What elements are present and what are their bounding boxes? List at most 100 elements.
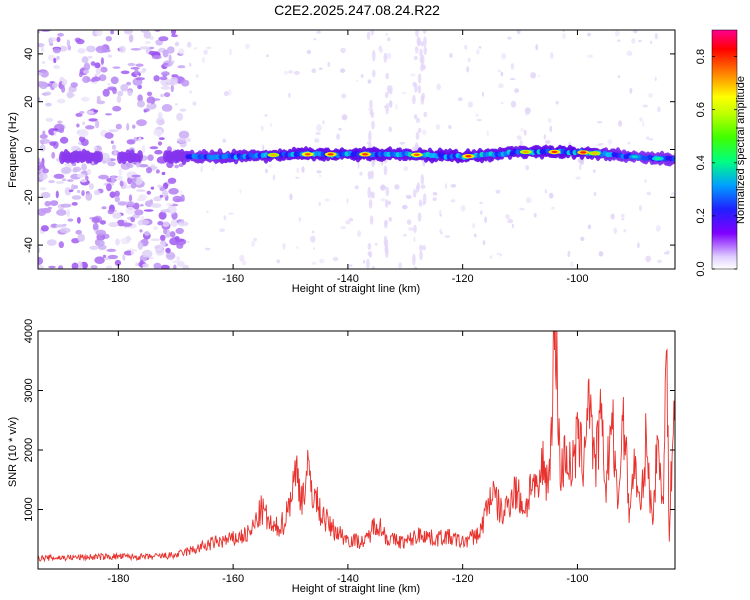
noise-speckle [163,92,171,98]
noise-speckle [448,125,452,129]
noise-speckle [370,170,374,180]
noise-speckle [550,206,555,210]
noise-speckle [340,68,346,73]
noise-speckle [147,154,154,161]
noise-speckle [146,190,151,195]
noise-speckle [499,253,502,257]
noise-speckle [86,168,92,175]
noise-speckle [412,253,416,266]
colorbar-tick-label: 0.6 [695,102,707,117]
noise-speckle [151,55,162,60]
noise-speckle [66,39,71,48]
noise-speckle [525,197,532,204]
noise-speckle [322,120,325,125]
noise-speckle [155,169,160,174]
noise-speckle [113,151,118,156]
noise-speckle [497,69,502,73]
noise-speckle [101,206,107,210]
noise-speckle [264,114,268,117]
noise-speckle [500,53,507,60]
noise-speckle [301,166,305,173]
ridge-core-peak [551,150,558,154]
noise-speckle [587,54,594,58]
noise-speckle [38,161,44,166]
noise-speckle [417,73,422,84]
noise-speckle [71,202,78,206]
noise-speckle [384,220,388,226]
noise-speckle [419,244,423,252]
noise-speckle [627,141,631,145]
noise-speckle [251,240,256,248]
noise-speckle [68,189,74,193]
snr-x-tick-label: -180 [107,573,129,585]
noise-speckle [548,192,554,199]
noise-speckle [55,190,59,199]
noise-speckle [324,198,330,202]
noise-speckle [650,40,653,44]
noise-speckle [387,84,391,94]
noise-speckle [656,259,663,264]
spectrogram-y-axis: 40 20 0 -20 -40 [23,48,675,253]
noise-speckle [614,30,620,37]
spectrogram-y-tick-label: -40 [23,237,35,253]
spectrogram-x-tick-label: -140 [337,273,359,285]
noise-speckle [222,138,227,143]
noise-speckle [135,77,145,81]
noise-speckle [507,36,512,40]
noise-speckle [370,30,375,36]
noise-speckle [228,212,235,215]
noise-speckle [112,105,122,112]
noise-speckle [141,68,147,72]
noise-speckle [401,204,408,210]
snr-y-tick-label: 3000 [23,378,35,402]
ridge-core-peak [654,157,661,160]
noise-speckle [112,66,121,69]
noise-speckle [95,229,106,236]
noise-speckle [95,68,101,75]
noise-speckle [52,47,61,54]
noise-speckle [47,206,53,210]
noise-speckle [167,254,176,259]
noise-speckle [511,223,514,229]
noise-speckle [206,46,212,50]
noise-speckle [160,209,170,213]
noise-speckle [144,230,150,236]
noise-speckle [417,212,422,222]
noise-speckle [178,130,190,139]
noise-speckle [466,66,470,73]
noise-speckle [149,256,154,260]
snr-background [38,331,675,569]
snr-y-tick-label: 2000 [23,438,35,462]
noise-speckle [71,184,75,192]
noise-speckle [88,183,94,190]
noise-speckle [367,251,372,256]
noise-speckle [354,185,359,190]
noise-speckle [632,30,638,34]
spectrogram-x-tick-label: -100 [566,273,588,285]
noise-speckle [372,49,376,62]
snr-x-tick-label: -100 [566,573,588,585]
noise-speckle [167,177,177,184]
noise-speckle [401,91,407,95]
noise-speckle [117,90,124,97]
noise-speckle [398,262,403,269]
noise-speckle [42,130,46,136]
noise-speckle [420,54,425,66]
noise-speckle [523,129,527,136]
noise-speckle [311,68,317,74]
noise-speckle [345,220,351,225]
noise-speckle [415,117,421,123]
noise-speckle [39,81,48,90]
noise-speckle [174,41,180,47]
noise-speckle [367,186,372,199]
noise-speckle [122,253,126,261]
noise-speckle [413,114,418,120]
noise-speckle [359,171,363,176]
ridge-core-peak [327,153,334,156]
noise-speckle [160,93,165,98]
noise-speckle [121,222,133,227]
noise-speckle [172,195,183,203]
noise-speckle [378,47,384,54]
noise-speckle [71,238,80,244]
noise-speckle [314,138,320,143]
